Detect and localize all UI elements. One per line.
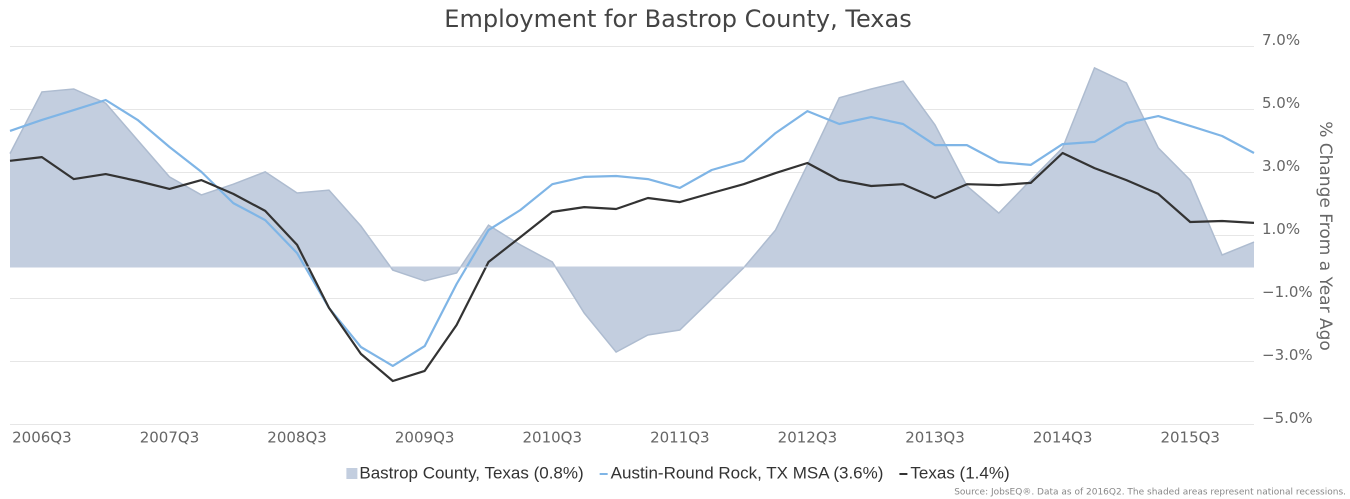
x-tick-label: 2010Q3 <box>522 429 582 447</box>
x-tick-label: 2011Q3 <box>650 429 710 447</box>
area-fill <box>10 67 1254 353</box>
line <box>9 151 1255 383</box>
y-tick-label: 1.0% <box>1262 220 1300 238</box>
x-tick-label: 2015Q3 <box>1160 429 1220 447</box>
area-outline <box>9 66 1255 354</box>
y-axis-label: % Change From a Year Ago <box>1315 121 1335 351</box>
legend-item: Bastrop County, Texas (0.8%) <box>346 463 584 482</box>
x-tick-label: 2013Q3 <box>905 429 965 447</box>
x-tick-label: 2012Q3 <box>778 429 838 447</box>
x-tick-label: 2007Q3 <box>140 429 200 447</box>
y-tick-label: 7.0% <box>1262 31 1300 49</box>
legend-swatch <box>346 468 358 479</box>
x-tick-label: 2006Q3 <box>12 429 72 447</box>
x-tick-label: 2009Q3 <box>395 429 455 447</box>
legend-item: Austin-Round Rock, TX MSA (3.6%) <box>599 463 884 482</box>
y-tick-label: −5.0% <box>1262 409 1313 427</box>
chart-title: Employment for Bastrop County, Texas <box>444 5 911 33</box>
legend: Bastrop County, Texas (0.8%) Austin-Round… <box>346 463 1010 482</box>
x-tick-label: 2008Q3 <box>267 429 327 447</box>
y-tick-label: −1.0% <box>1262 283 1313 301</box>
legend-item: Texas (1.4%) <box>899 463 1010 482</box>
legend-label: Austin-Round Rock, TX MSA (3.6%) <box>611 463 884 482</box>
source-note: Source: JobsEQ®. Data as of 2016Q2. The … <box>954 488 1346 498</box>
y-tick-label: 5.0% <box>1262 94 1300 112</box>
y-tick-label: −3.0% <box>1262 346 1313 364</box>
legend-label: Texas (1.4%) <box>910 463 1009 482</box>
legend-label: Bastrop County, Texas (0.8%) <box>359 463 583 482</box>
y-tick-label: 3.0% <box>1262 157 1300 175</box>
x-tick-label: 2014Q3 <box>1033 429 1093 447</box>
